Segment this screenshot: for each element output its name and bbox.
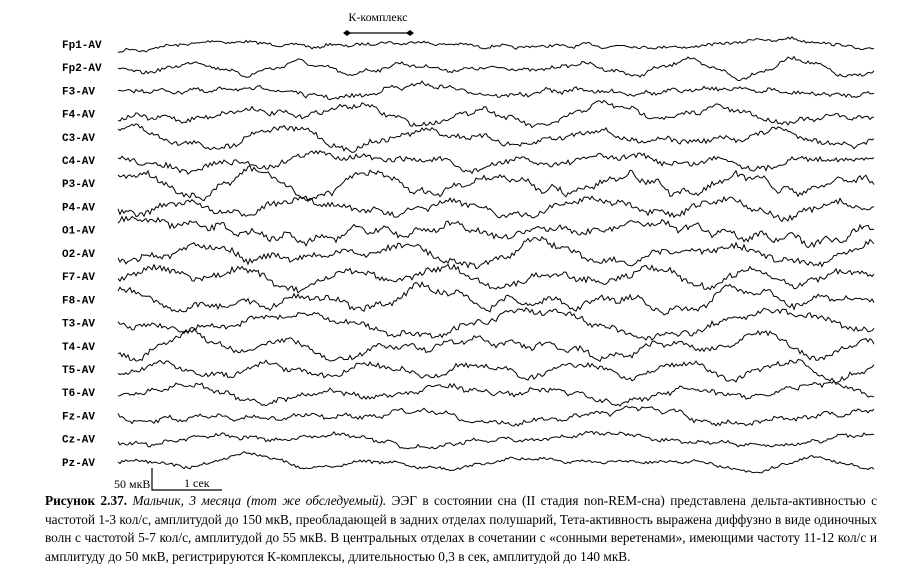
eeg-trace xyxy=(117,328,875,363)
channel-label: O1-AV xyxy=(62,226,95,238)
channel-label: T3-AV xyxy=(62,319,95,331)
channel-label: Fp2-AV xyxy=(62,63,102,75)
amplitude-scale-label: 50 мкВ xyxy=(114,477,150,491)
k-complex-label: К-комплекс xyxy=(348,10,407,24)
subject: Мальчик, 3 месяца (тот же обследуемый). xyxy=(132,493,387,508)
eeg-trace xyxy=(117,99,875,129)
time-scale-label: 1 сек xyxy=(184,476,210,490)
eeg-figure: К-комплекс 50 мкВ 1 сек Fp1-AV Fp2-AV F3-A… xyxy=(62,10,875,491)
channel-label: F7-AV xyxy=(62,272,95,284)
eeg-trace xyxy=(117,358,875,384)
caption: Рисунок 2.37. Мальчик, 3 месяца (тот же … xyxy=(45,492,877,566)
scale-bar xyxy=(151,468,222,491)
eeg-trace xyxy=(117,236,875,270)
eeg-trace xyxy=(117,405,875,427)
eeg-trace xyxy=(117,195,875,223)
eeg-trace xyxy=(117,380,875,407)
channel-label: C3-AV xyxy=(62,133,95,145)
channel-label: T6-AV xyxy=(62,388,95,400)
channel-label: C4-AV xyxy=(62,156,95,168)
eeg-trace xyxy=(117,149,875,175)
channel-label: F3-AV xyxy=(62,86,95,98)
channel-label: Cz-AV xyxy=(62,435,95,447)
eeg-trace xyxy=(117,36,875,54)
channel-label: T4-AV xyxy=(62,342,95,354)
eeg-trace xyxy=(117,263,875,294)
eeg-trace xyxy=(117,80,875,101)
eeg-trace xyxy=(117,430,875,450)
eeg-trace xyxy=(117,55,875,81)
eeg-trace xyxy=(117,123,875,153)
eeg-trace xyxy=(117,450,875,474)
channel-label: F8-AV xyxy=(62,295,95,307)
channel-label: Fz-AV xyxy=(62,411,95,423)
caption-text: ЭЭГ в состоянии сна (II стадия non-REM-с… xyxy=(45,493,877,564)
channel-label: T5-AV xyxy=(62,365,95,377)
figure-number: Рисунок 2.37. xyxy=(45,493,128,508)
channel-label: P3-AV xyxy=(62,179,95,191)
channel-label: P4-AV xyxy=(62,202,95,214)
channel-label: O2-AV xyxy=(62,249,95,261)
channel-label: Fp1-AV xyxy=(62,40,102,52)
eeg-trace xyxy=(117,215,875,249)
eeg-trace xyxy=(117,165,875,202)
eeg-trace xyxy=(117,307,875,341)
eeg-trace xyxy=(117,280,875,316)
channel-label: Pz-AV xyxy=(62,458,95,470)
channel-label: F4-AV xyxy=(62,110,95,122)
